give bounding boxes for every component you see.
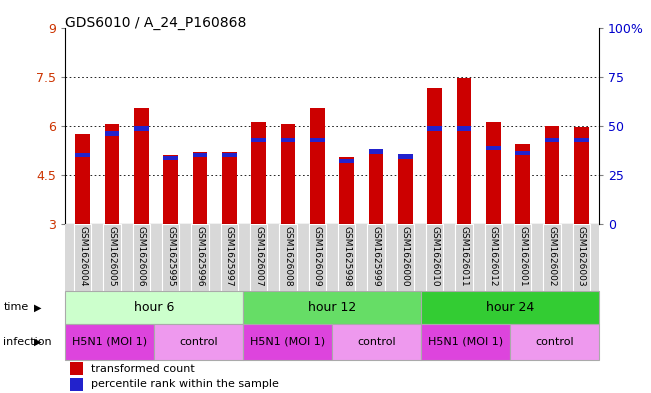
Bar: [134, 127, 148, 131]
Text: transformed count: transformed count: [91, 364, 195, 374]
Text: hour 24: hour 24: [486, 301, 534, 314]
Bar: [70, 362, 83, 375]
Text: GSM1626003: GSM1626003: [577, 226, 586, 286]
Bar: [456, 78, 471, 224]
Bar: [76, 134, 90, 224]
Text: control: control: [535, 337, 574, 347]
Bar: [222, 152, 237, 157]
Text: GSM1626002: GSM1626002: [547, 226, 557, 286]
Bar: [193, 152, 208, 224]
Text: GSM1626005: GSM1626005: [107, 226, 117, 286]
Bar: [368, 149, 383, 154]
Bar: [105, 131, 119, 136]
Text: percentile rank within the sample: percentile rank within the sample: [91, 379, 279, 389]
Bar: [65, 324, 154, 360]
Text: GSM1626006: GSM1626006: [137, 226, 146, 286]
Text: GSM1625997: GSM1625997: [225, 226, 234, 286]
Bar: [426, 224, 443, 291]
Text: GSM1626011: GSM1626011: [460, 226, 469, 286]
Bar: [421, 291, 599, 324]
Bar: [367, 224, 385, 291]
Bar: [427, 88, 442, 224]
Text: H5N1 (MOI 1): H5N1 (MOI 1): [250, 337, 325, 347]
Bar: [574, 138, 589, 142]
Text: GSM1626012: GSM1626012: [489, 226, 498, 286]
Bar: [74, 224, 92, 291]
Bar: [134, 108, 148, 224]
Bar: [163, 156, 178, 160]
Bar: [251, 138, 266, 142]
Bar: [162, 224, 180, 291]
Bar: [486, 123, 501, 224]
Bar: [105, 124, 119, 224]
Bar: [222, 152, 237, 224]
Bar: [514, 224, 531, 291]
Bar: [310, 108, 325, 224]
Text: H5N1 (MOI 1): H5N1 (MOI 1): [428, 337, 503, 347]
Text: ▶: ▶: [34, 337, 42, 347]
Text: GSM1626010: GSM1626010: [430, 226, 439, 286]
Bar: [191, 224, 209, 291]
Bar: [543, 224, 561, 291]
Bar: [398, 154, 413, 158]
Bar: [281, 138, 296, 142]
Text: infection: infection: [3, 337, 52, 347]
Bar: [154, 324, 243, 360]
Bar: [243, 291, 421, 324]
Bar: [510, 324, 599, 360]
Bar: [76, 152, 90, 157]
Bar: [574, 127, 589, 224]
Text: hour 12: hour 12: [308, 301, 356, 314]
Bar: [516, 144, 530, 224]
Text: GSM1626009: GSM1626009: [313, 226, 322, 286]
Text: GSM1626001: GSM1626001: [518, 226, 527, 286]
Bar: [310, 138, 325, 142]
Bar: [396, 224, 414, 291]
Bar: [398, 154, 413, 224]
Bar: [133, 224, 150, 291]
Bar: [339, 159, 354, 163]
Text: GSM1625999: GSM1625999: [372, 226, 380, 286]
Bar: [332, 324, 421, 360]
Text: GSM1626007: GSM1626007: [254, 226, 263, 286]
Text: GSM1625996: GSM1625996: [195, 226, 204, 286]
Text: GSM1625998: GSM1625998: [342, 226, 351, 286]
Bar: [281, 124, 296, 224]
Bar: [251, 123, 266, 224]
Bar: [65, 291, 243, 324]
Bar: [70, 378, 83, 391]
Bar: [243, 324, 332, 360]
Bar: [486, 146, 501, 151]
Bar: [572, 224, 590, 291]
Bar: [338, 224, 355, 291]
Bar: [104, 224, 121, 291]
Bar: [545, 126, 559, 224]
Bar: [545, 138, 559, 142]
Bar: [421, 324, 510, 360]
Bar: [456, 127, 471, 131]
Text: hour 6: hour 6: [134, 301, 174, 314]
Bar: [309, 224, 326, 291]
Bar: [193, 152, 208, 157]
Bar: [516, 151, 530, 155]
Bar: [368, 152, 383, 224]
Text: time: time: [3, 302, 29, 312]
Bar: [279, 224, 297, 291]
Bar: [455, 224, 473, 291]
Bar: [221, 224, 238, 291]
Text: control: control: [357, 337, 396, 347]
Text: ▶: ▶: [34, 302, 42, 312]
Text: GSM1626000: GSM1626000: [401, 226, 410, 286]
Bar: [484, 224, 502, 291]
Bar: [339, 157, 354, 224]
Text: H5N1 (MOI 1): H5N1 (MOI 1): [72, 337, 147, 347]
Bar: [427, 127, 442, 131]
Text: GSM1625995: GSM1625995: [166, 226, 175, 286]
Text: GDS6010 / A_24_P160868: GDS6010 / A_24_P160868: [65, 16, 247, 30]
Bar: [250, 224, 268, 291]
Text: GSM1626004: GSM1626004: [78, 226, 87, 286]
Text: control: control: [179, 337, 218, 347]
Text: GSM1626008: GSM1626008: [284, 226, 292, 286]
Bar: [163, 155, 178, 224]
